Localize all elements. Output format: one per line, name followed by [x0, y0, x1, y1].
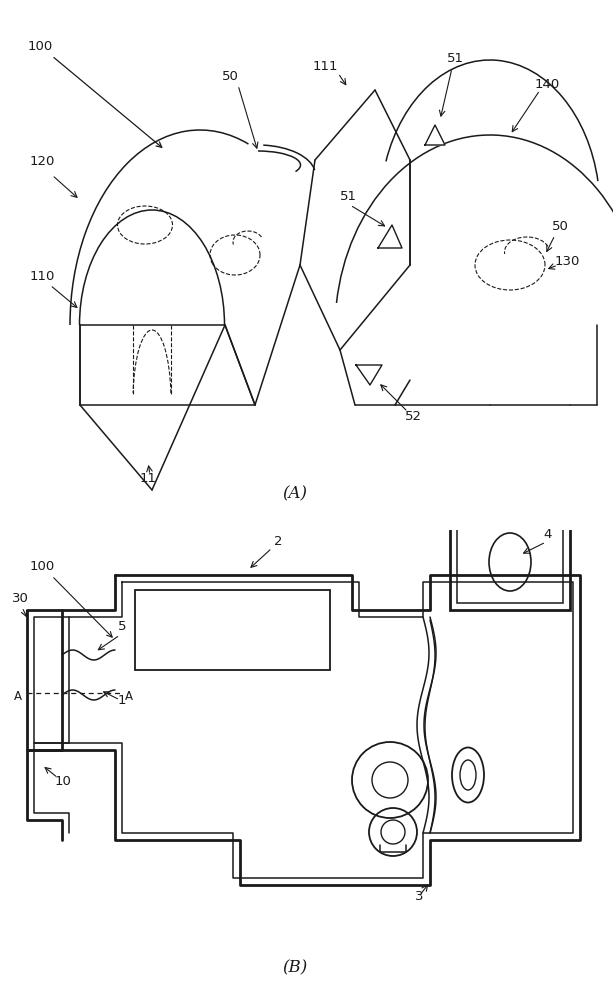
Text: 120: 120 — [30, 155, 55, 168]
Text: 50: 50 — [552, 220, 569, 233]
Text: 51: 51 — [446, 52, 463, 65]
Text: A: A — [14, 690, 22, 702]
Text: 1: 1 — [118, 694, 126, 707]
Text: 50: 50 — [221, 70, 238, 83]
Text: (B): (B) — [283, 959, 308, 976]
Text: 100: 100 — [30, 560, 112, 637]
Text: 110: 110 — [30, 270, 55, 283]
Text: 30: 30 — [12, 592, 29, 605]
Polygon shape — [378, 225, 402, 248]
Bar — [450, 490, 570, 610]
Text: 111: 111 — [312, 60, 338, 73]
Text: 2: 2 — [274, 535, 282, 548]
Polygon shape — [356, 365, 382, 385]
Text: 3: 3 — [415, 890, 424, 903]
Text: 100: 100 — [28, 40, 162, 147]
Text: 51: 51 — [340, 190, 357, 203]
Bar — [135, 590, 330, 670]
Text: (A): (A) — [283, 485, 308, 502]
Text: 52: 52 — [405, 410, 422, 423]
Text: 10: 10 — [55, 775, 72, 788]
Text: 4: 4 — [544, 528, 552, 541]
Text: A: A — [125, 690, 133, 702]
Polygon shape — [425, 125, 445, 145]
Bar — [457, 497, 563, 603]
Text: 11: 11 — [140, 472, 156, 485]
Text: 140: 140 — [535, 78, 560, 91]
Text: 130: 130 — [555, 255, 581, 268]
Text: 5: 5 — [118, 620, 126, 633]
